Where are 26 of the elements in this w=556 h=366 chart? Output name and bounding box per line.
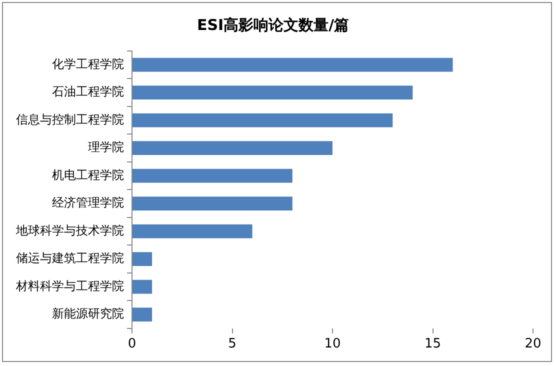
bar (132, 224, 252, 238)
y-tick-label: 地球科学与技术学院 (15, 223, 124, 238)
x-tick-label: 10 (324, 336, 341, 352)
bar (132, 196, 292, 211)
bar (132, 168, 292, 183)
x-tick-label: 0 (128, 336, 136, 352)
y-tick-label: 理学院 (88, 140, 124, 154)
y-tick-label: 新能源研究院 (52, 306, 124, 321)
x-tick-label: 15 (424, 336, 442, 352)
y-tick-label: 储运与建筑工程学院 (16, 251, 124, 266)
y-tick-label: 石油工程学院 (52, 84, 124, 99)
y-tick-label: 信息与控制工程学院 (16, 112, 124, 126)
y-tick-label: 机电工程学院 (52, 168, 124, 182)
y-tick-label: 化学工程学院 (52, 56, 124, 71)
x-tick-label: 5 (228, 336, 236, 352)
bar (132, 280, 152, 294)
x-tick-label: 20 (524, 336, 542, 352)
y-tick-label: 材料科学与工程学院 (15, 278, 124, 293)
chart-title: ESI高影响论文数量/篇 (196, 16, 350, 34)
y-tick-label: 经济管理学院 (52, 196, 124, 210)
bar (132, 141, 332, 156)
bar (132, 58, 453, 72)
bar (132, 308, 152, 322)
bar (132, 252, 152, 266)
bar (132, 86, 413, 100)
bar (132, 113, 393, 128)
